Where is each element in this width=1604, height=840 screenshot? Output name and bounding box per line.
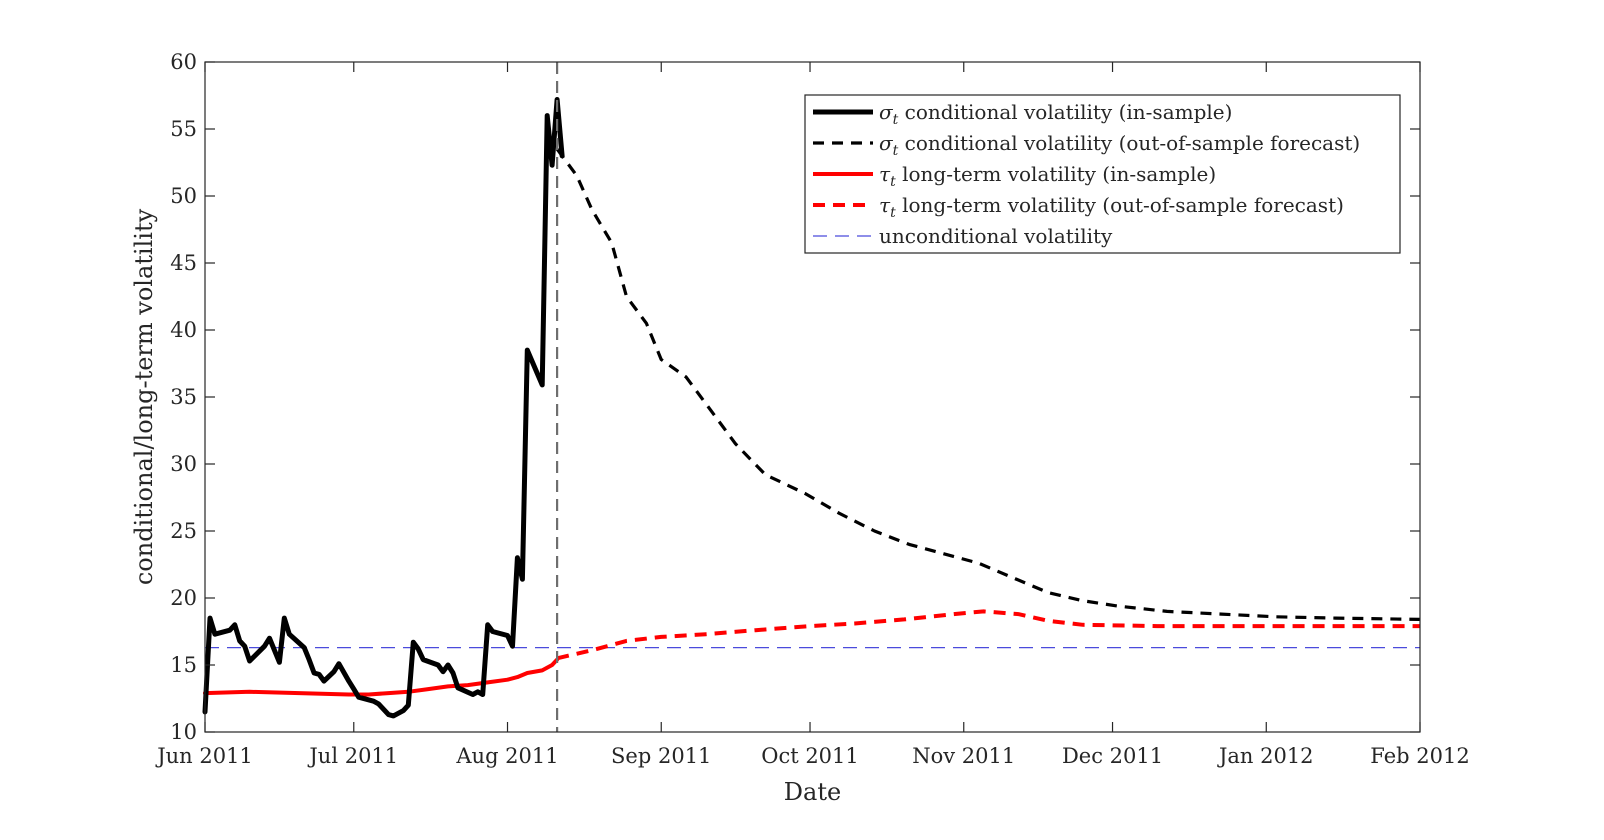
y-tick-label: 55	[170, 117, 197, 141]
x-tick-label: Sep 2011	[611, 744, 711, 768]
legend-entry-4: τt long-term volatility (out-of-sample f…	[879, 193, 1344, 221]
y-tick-label: 15	[170, 653, 197, 677]
legend-entry-2: σt conditional volatility (out-of-sample…	[879, 131, 1360, 159]
legend-subscript: t	[893, 112, 899, 128]
legend-symbol: τ	[879, 193, 891, 217]
y-tick-label: 10	[170, 720, 197, 744]
series-line-1	[202, 97, 565, 719]
y-tick-label: 30	[170, 452, 197, 476]
y-tick-label: 35	[170, 385, 197, 409]
legend-text: conditional volatility (in-sample)	[898, 100, 1232, 124]
y-tick-label: 60	[170, 50, 197, 74]
legend-subscript: t	[890, 174, 896, 190]
x-tick-label: Nov 2011	[912, 744, 1015, 768]
legend-text: long-term volatility (out-of-sample fore…	[896, 193, 1344, 217]
x-tick-label: Oct 2011	[761, 744, 859, 768]
y-axis-label: conditional/long-term volatility	[130, 208, 158, 585]
legend-text: long-term volatility (in-sample)	[896, 162, 1216, 186]
series-layer	[202, 62, 1421, 732]
legend-subscript: t	[893, 143, 899, 159]
x-axis-label: Date	[784, 778, 841, 806]
x-tick-label: Jun 2011	[155, 744, 253, 768]
legend-symbol: σ	[879, 131, 894, 155]
legend-entry-1: σt conditional volatility (in-sample)	[879, 100, 1232, 128]
legend-text: conditional volatility (out-of-sample fo…	[898, 131, 1360, 155]
x-tick-label: Dec 2011	[1062, 744, 1163, 768]
legend: σt conditional volatility (in-sample)σt …	[804, 94, 1401, 254]
x-tick-label: Jan 2012	[1217, 744, 1314, 768]
legend-entry-3: τt long-term volatility (in-sample)	[879, 162, 1216, 190]
y-tick-label: 25	[170, 519, 197, 543]
legend-symbol: σ	[879, 100, 894, 124]
x-tick-label: Jul 2011	[307, 744, 398, 768]
legend-symbol: τ	[879, 162, 891, 186]
series-line-4	[556, 609, 1420, 661]
legend-subscript: t	[890, 205, 896, 221]
y-tick-label: 45	[170, 251, 197, 275]
legend-box	[804, 94, 1401, 254]
x-tick-label: Feb 2012	[1370, 744, 1469, 768]
x-tick-label: Aug 2011	[455, 744, 558, 768]
y-tick-label: 40	[170, 318, 197, 342]
y-tick-label: 20	[170, 586, 197, 610]
legend-entry-5: unconditional volatility	[879, 224, 1113, 248]
axis-layer: Jun 2011 Jul 2011 Aug 2011 Sep 2011 Oct 2011…	[155, 50, 1470, 768]
y-tick-label: 50	[170, 184, 197, 208]
series-line-3	[203, 657, 560, 697]
series-line-2	[555, 148, 1421, 621]
